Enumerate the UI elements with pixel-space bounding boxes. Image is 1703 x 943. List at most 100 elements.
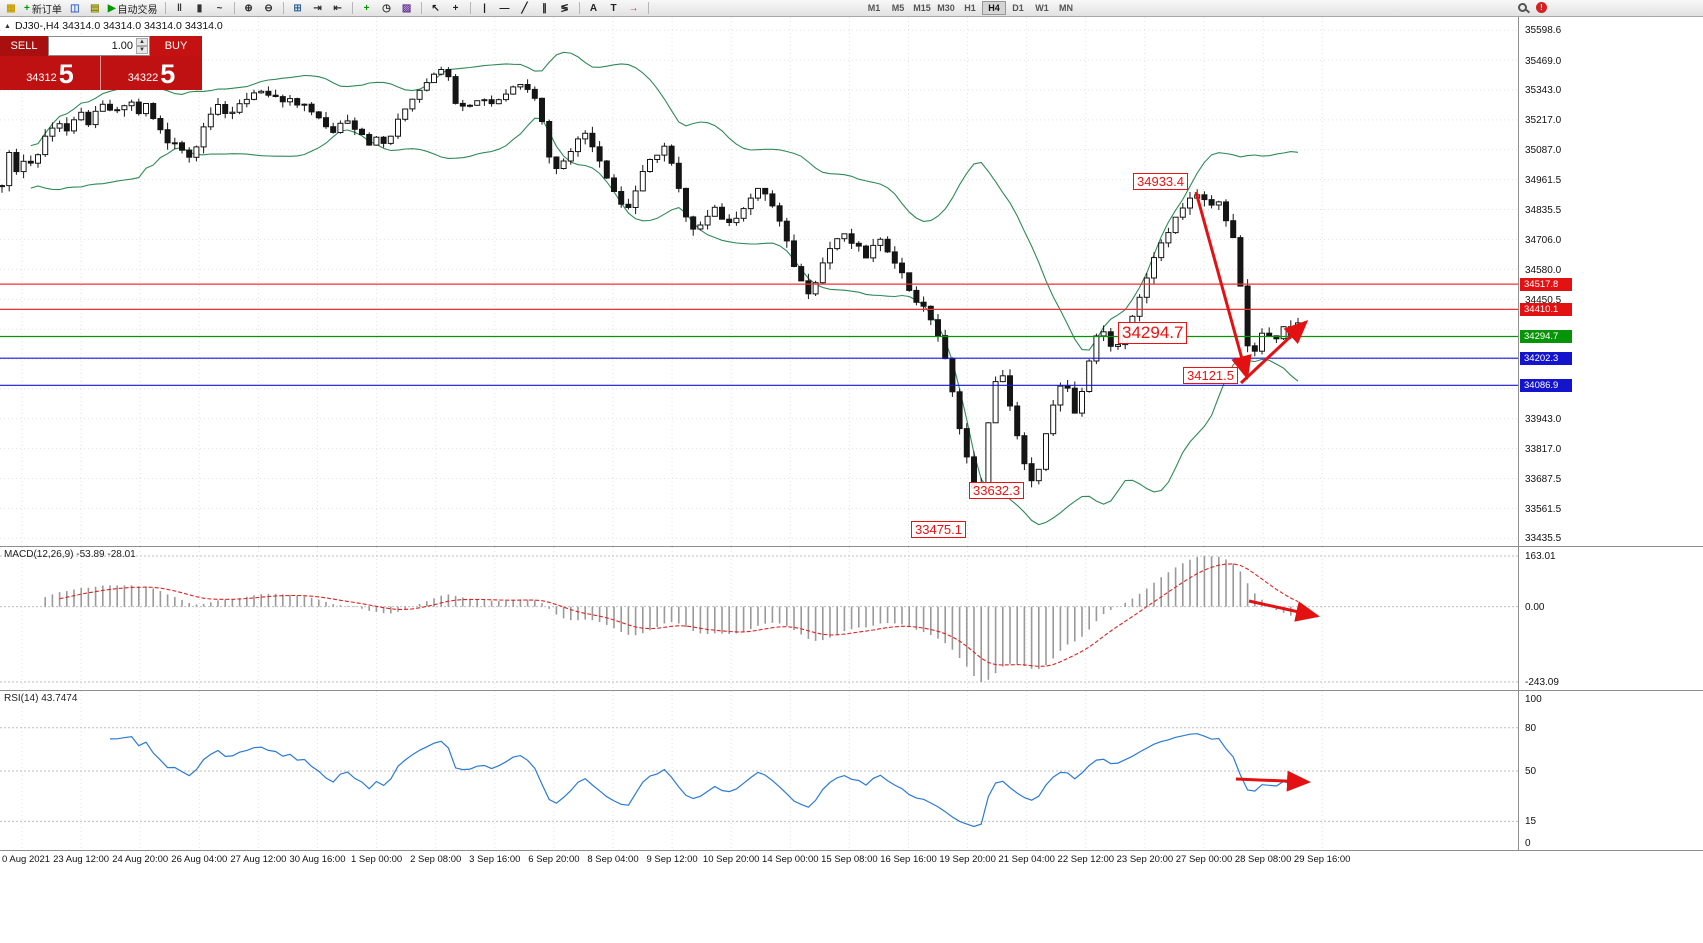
volume-field[interactable]: 1.00 ▲ ▼: [48, 36, 150, 56]
channel-icon: ∥: [542, 2, 548, 14]
rsi-axis-label: 50: [1525, 766, 1537, 777]
one-click-collapse-icon[interactable]: ▲: [4, 22, 11, 30]
date-axis-label: 8 Sep 04:00: [587, 854, 639, 865]
price-annotation[interactable]: 34121.5: [1183, 367, 1238, 384]
toolbar-separator: [578, 2, 580, 14]
price-annotation[interactable]: 33475.1: [911, 521, 966, 538]
crosshair-icon[interactable]: +: [447, 1, 465, 16]
zoom-out-icon[interactable]: ⊖: [260, 1, 278, 16]
rsi-panel-canvas[interactable]: [0, 691, 1518, 850]
periods-icon[interactable]: ◷: [378, 1, 396, 16]
trendline-icon[interactable]: ╱: [516, 1, 534, 16]
panel-splitter[interactable]: [0, 690, 1703, 691]
arrows-tool-icon: →: [628, 2, 639, 14]
timeframe-m15-button[interactable]: M15: [913, 3, 931, 13]
new-order-button-label: 新订单: [31, 4, 62, 16]
panel-splitter[interactable]: [0, 546, 1703, 547]
timeframe-h1-button[interactable]: H1: [964, 3, 976, 13]
arrows-tool-icon[interactable]: →: [625, 1, 643, 16]
date-axis-label: 28 Sep 08:00: [1234, 854, 1292, 865]
new-order-button[interactable]: + 新订单: [22, 1, 64, 16]
timeframe-mn-button[interactable]: MN: [1059, 3, 1073, 13]
timeframe-m5-button[interactable]: M5: [891, 3, 905, 13]
label-icon[interactable]: T: [605, 1, 623, 16]
price-annotation[interactable]: 34933.4: [1133, 173, 1188, 190]
timeframe-d1-button[interactable]: D1: [1012, 3, 1024, 13]
vertical-line-icon[interactable]: |: [476, 1, 494, 16]
price-axis-label: 35087.0: [1525, 145, 1562, 157]
timeframe-h4-button[interactable]: H4: [982, 1, 1006, 15]
zoom-out-icon: ⊖: [264, 2, 273, 14]
bar-chart-icon: ‖: [177, 2, 183, 14]
timeframe-m30-button[interactable]: M30: [937, 3, 955, 13]
date-axis-label: 24 Aug 20:00: [112, 854, 169, 865]
toolbar-right-group: !: [1518, 2, 1547, 13]
timeframe-w1-button[interactable]: W1: [1035, 3, 1049, 13]
channel-icon[interactable]: ∥: [536, 1, 554, 16]
symbol-info: ▲ DJ30-,H4 34314.0 34314.0 34314.0 34314…: [4, 20, 223, 32]
fibonacci-icon[interactable]: ≶: [556, 1, 574, 16]
horizontal-line-icon: ―: [499, 2, 510, 14]
volume-up-icon[interactable]: ▲: [136, 38, 148, 46]
chart-window-icon[interactable]: ◫: [66, 1, 84, 16]
date-axis-label: 10 Sep 20:00: [702, 854, 760, 865]
date-axis-label: 19 Sep 20:00: [939, 854, 996, 865]
price-annotation[interactable]: 33632.3: [969, 482, 1024, 499]
price-axis-label: 35217.0: [1525, 114, 1562, 126]
sell-price-main: 34312: [26, 72, 57, 84]
auto-trading-button-label: 自动交易: [117, 4, 158, 16]
zoom-in-icon: ⊕: [244, 2, 253, 14]
line-chart-icon[interactable]: ~: [211, 1, 229, 16]
fibonacci-icon: ≶: [560, 2, 569, 14]
macd-indicator-label: MACD(12,26,9) -53.89 -28.01: [4, 549, 136, 560]
volume-value[interactable]: 1.00: [111, 40, 133, 52]
price-axis-label: 34961.5: [1525, 174, 1562, 186]
auto-scroll-icon[interactable]: ⇥: [309, 1, 327, 16]
sell-price[interactable]: 34312 5: [0, 56, 101, 90]
text-icon[interactable]: A: [585, 1, 603, 16]
profiles-icon[interactable]: ▤: [86, 1, 104, 16]
buy-button[interactable]: BUY: [150, 36, 202, 56]
date-axis-label: 26 Aug 04:00: [171, 854, 228, 865]
alert-icon[interactable]: !: [1536, 2, 1547, 13]
zoom-in-icon[interactable]: ⊕: [240, 1, 258, 16]
panel-splitter: [0, 850, 1703, 851]
date-axis-label: 29 Sep 16:00: [1293, 854, 1351, 865]
new-chart-icon[interactable]: ▦: [2, 1, 20, 16]
toolbar: ▦ + 新订单 ◫ ▤ ▶ 自动交易 ‖ ▮ ~ ⊕ ⊖ ⊞ ⇥ ⇤ + ◷ ▨ ↖ + | ― ╱ ∥ ≶ A T → M1 M5 M1…: [0, 0, 1703, 17]
date-axis[interactable]: 0 Aug 2021 23 Aug 12:00 24 Aug 20:00 26 Aug…: [0, 851, 1518, 868]
search-icon[interactable]: [1518, 3, 1527, 12]
price-axis-label: 34706.0: [1525, 234, 1562, 246]
main-chart-canvas[interactable]: [0, 17, 1518, 546]
macd-axis-label: 163.01: [1525, 551, 1556, 562]
price-axis[interactable]: 35598.6 35469.0 35343.0 35217.0 35087.0 34961…: [1519, 0, 1703, 943]
date-axis-label: 27 Aug 12:00: [230, 854, 287, 865]
buy-price-main: 34322: [127, 72, 159, 84]
toolbar-separator: [351, 2, 353, 14]
trendline-icon: ╱: [521, 2, 528, 14]
volume-down-icon[interactable]: ▼: [136, 46, 148, 54]
auto-trading-button[interactable]: ▶ 自动交易: [106, 1, 160, 16]
horizontal-line-icon[interactable]: ―: [496, 1, 514, 16]
templates-icon[interactable]: ▨: [398, 1, 416, 16]
candlestick-chart-icon[interactable]: ▮: [191, 1, 209, 16]
bar-chart-icon[interactable]: ‖: [171, 1, 189, 16]
tile-windows-icon[interactable]: ⊞: [289, 1, 307, 16]
sell-button[interactable]: SELL: [0, 36, 48, 56]
chart-window-icon: ◫: [70, 2, 80, 14]
periods-icon: ◷: [382, 2, 391, 14]
price-annotation[interactable]: 34294.7: [1118, 322, 1188, 344]
macd-panel-canvas[interactable]: [0, 547, 1518, 690]
buy-price[interactable]: 34322 5: [101, 56, 202, 90]
auto-scroll-icon: ⇥: [313, 2, 322, 14]
indicators-icon[interactable]: +: [358, 1, 376, 16]
new-order-button: +: [24, 2, 30, 14]
chart-shift-icon[interactable]: ⇤: [329, 1, 347, 16]
rsi-axis-label: 15: [1525, 816, 1537, 828]
date-axis-label: 27 Sep 00:00: [1175, 854, 1233, 865]
volume-spinner[interactable]: ▲ ▼: [136, 38, 148, 54]
cursor-icon[interactable]: ↖: [427, 1, 445, 16]
vertical-line-icon: |: [483, 2, 486, 14]
timeframe-m1-button[interactable]: M1: [867, 3, 881, 13]
